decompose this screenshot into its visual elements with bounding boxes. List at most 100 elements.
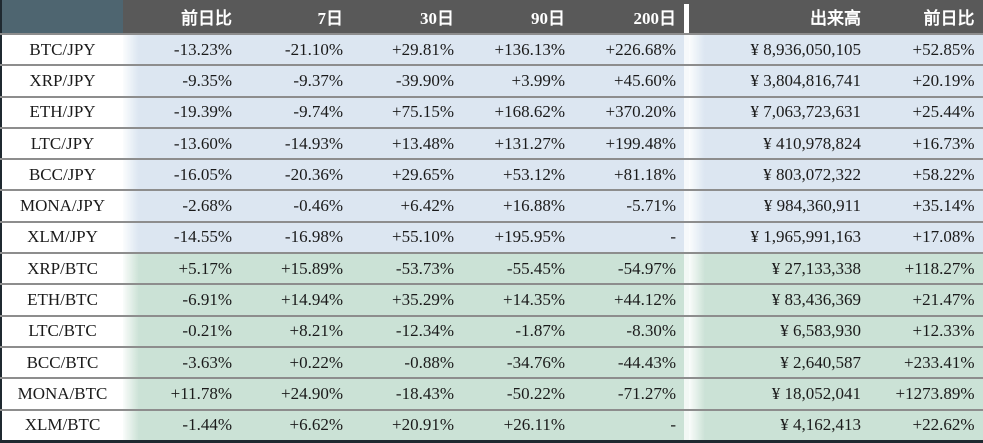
volume-cell: ¥ 1,965,991,163 — [689, 220, 869, 254]
pair-cell: ETH/BTC — [1, 283, 123, 316]
change-1d-cell: -2.68% — [123, 189, 240, 222]
change-1d-cell: -13.60% — [123, 126, 240, 160]
table-row: XLM/BTC -1.44% +6.62% +20.91% +26.11% - ¥ 4,16… — [1, 408, 983, 442]
table-row: MONA/JPY -2.68% -0.46% +6.42% +16.88% -5.71% ¥… — [1, 189, 983, 222]
volume-cell: ¥ 7,063,723,631 — [689, 95, 869, 128]
change-90d-cell: -50.22% — [462, 377, 573, 410]
change-200d-cell: +81.18% — [573, 158, 684, 191]
change-200d-cell: - — [573, 408, 684, 442]
change-90d-cell: +195.95% — [462, 220, 573, 254]
volume-change-cell: +52.85% — [869, 32, 983, 66]
volume-change-cell: +118.27% — [869, 252, 983, 285]
volume-cell: ¥ 27,133,338 — [689, 252, 869, 285]
volume-cell: ¥ 6,583,930 — [689, 314, 869, 347]
pair-cell: BCC/JPY — [1, 158, 123, 191]
volume-change-cell: +35.14% — [869, 189, 983, 222]
volume-change-cell: +25.44% — [869, 95, 983, 128]
divider-cell — [684, 32, 689, 66]
change-1d-cell: -3.63% — [123, 345, 240, 379]
table-row: MONA/BTC +11.78% +24.90% -18.43% -50.22% -71.… — [1, 377, 983, 410]
pair-cell: MONA/BTC — [1, 377, 123, 410]
header-volume-change: 前日比 — [869, 0, 983, 34]
change-7d-cell: +0.22% — [240, 345, 351, 379]
change-200d-cell: -8.30% — [573, 314, 684, 347]
change-7d-cell: -14.93% — [240, 126, 351, 160]
change-90d-cell: +53.12% — [462, 158, 573, 191]
change-200d-cell: -5.71% — [573, 189, 684, 222]
header-change-1d: 前日比 — [123, 0, 240, 34]
change-7d-cell: -16.98% — [240, 220, 351, 254]
change-1d-cell: -0.21% — [123, 314, 240, 347]
change-200d-cell: - — [573, 220, 684, 254]
change-200d-cell: +199.48% — [573, 126, 684, 160]
change-90d-cell: -34.76% — [462, 345, 573, 379]
pair-cell: BCC/BTC — [1, 345, 123, 379]
change-30d-cell: +29.81% — [351, 32, 462, 66]
change-90d-cell: +168.62% — [462, 95, 573, 128]
divider-cell — [684, 283, 689, 316]
header-change-200d: 200日 — [573, 0, 684, 34]
change-1d-cell: -16.05% — [123, 158, 240, 191]
volume-cell: ¥ 18,052,041 — [689, 377, 869, 410]
change-7d-cell: -0.46% — [240, 189, 351, 222]
change-90d-cell: +16.88% — [462, 189, 573, 222]
change-7d-cell: +8.21% — [240, 314, 351, 347]
change-90d-cell: +26.11% — [462, 408, 573, 442]
change-1d-cell: +11.78% — [123, 377, 240, 410]
change-1d-cell: -14.55% — [123, 220, 240, 254]
volume-change-cell: +58.22% — [869, 158, 983, 191]
divider-cell — [684, 377, 689, 410]
pair-cell: XRP/JPY — [1, 64, 123, 97]
volume-change-cell: +233.41% — [869, 345, 983, 379]
change-7d-cell: -9.37% — [240, 64, 351, 97]
change-1d-cell: -19.39% — [123, 95, 240, 128]
volume-cell: ¥ 410,978,824 — [689, 126, 869, 160]
change-90d-cell: -55.45% — [462, 252, 573, 285]
table-row: LTC/JPY -13.60% -14.93% +13.48% +131.27% +199… — [1, 126, 983, 160]
header-row: 前日比 7日 30日 90日 200日 出来高 前日比 — [1, 0, 983, 34]
change-200d-cell: +226.68% — [573, 32, 684, 66]
change-90d-cell: +3.99% — [462, 64, 573, 97]
change-30d-cell: +29.65% — [351, 158, 462, 191]
change-1d-cell: -9.35% — [123, 64, 240, 97]
divider-cell — [684, 314, 689, 347]
pair-cell: LTC/JPY — [1, 126, 123, 160]
volume-change-cell: +21.47% — [869, 283, 983, 316]
change-1d-cell: +5.17% — [123, 252, 240, 285]
change-7d-cell: -9.74% — [240, 95, 351, 128]
pair-cell: XRP/BTC — [1, 252, 123, 285]
header-change-30d: 30日 — [351, 0, 462, 34]
change-90d-cell: -1.87% — [462, 314, 573, 347]
divider-cell — [684, 126, 689, 160]
change-1d-cell: -1.44% — [123, 408, 240, 442]
table-row: ETH/BTC -6.91% +14.94% +35.29% +14.35% +44.12… — [1, 283, 983, 316]
pair-cell: MONA/JPY — [1, 189, 123, 222]
change-200d-cell: +370.20% — [573, 95, 684, 128]
volume-change-cell: +22.62% — [869, 408, 983, 442]
pair-header-corner — [1, 0, 123, 34]
divider-cell — [684, 189, 689, 222]
change-1d-cell: -6.91% — [123, 283, 240, 316]
divider-cell — [684, 95, 689, 128]
table-row: XRP/BTC +5.17% +15.89% -53.73% -55.45% -54.97… — [1, 252, 983, 285]
change-7d-cell: -21.10% — [240, 32, 351, 66]
divider-cell — [684, 64, 689, 97]
divider-cell — [684, 220, 689, 254]
change-200d-cell: +44.12% — [573, 283, 684, 316]
change-30d-cell: -18.43% — [351, 377, 462, 410]
pair-cell: XLM/JPY — [1, 220, 123, 254]
divider-cell — [684, 408, 689, 442]
change-30d-cell: -53.73% — [351, 252, 462, 285]
volume-cell: ¥ 3,804,816,741 — [689, 64, 869, 97]
change-200d-cell: -44.43% — [573, 345, 684, 379]
divider-cell — [684, 345, 689, 379]
change-1d-cell: -13.23% — [123, 32, 240, 66]
pair-cell: ETH/JPY — [1, 95, 123, 128]
table-row: BCC/BTC -3.63% +0.22% -0.88% -34.76% -44.43% ¥… — [1, 345, 983, 379]
divider-cell — [684, 158, 689, 191]
volume-cell: ¥ 83,436,369 — [689, 283, 869, 316]
change-30d-cell: +13.48% — [351, 126, 462, 160]
volume-cell: ¥ 8,936,050,105 — [689, 32, 869, 66]
change-30d-cell: -39.90% — [351, 64, 462, 97]
